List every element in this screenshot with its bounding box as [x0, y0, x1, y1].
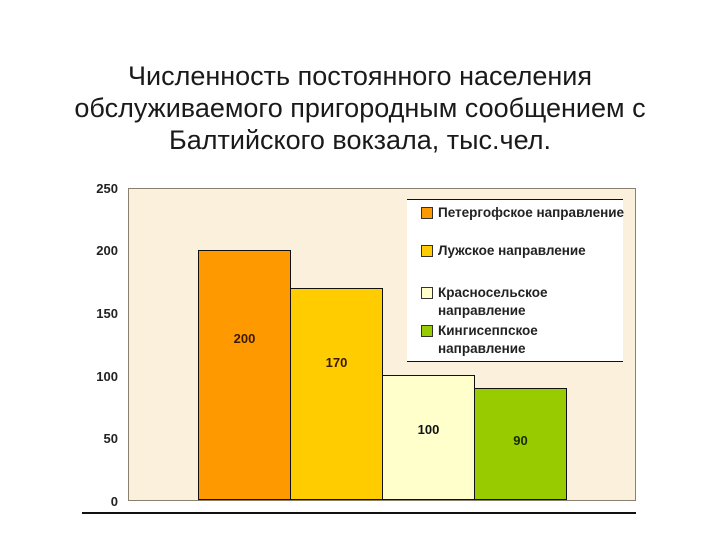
bar-label-luga: 170 [325, 355, 348, 370]
legend-item-luga: Лужское направление [421, 242, 628, 260]
y-tick-250: 250 [96, 181, 118, 196]
bottom-rule [82, 512, 636, 514]
legend-text-krasnoe-selo: Красносельское направление [438, 285, 548, 318]
bar-label-kingisepp: 90 [513, 433, 528, 448]
legend-item-krasnoe-selo: Красносельское направление [421, 284, 628, 320]
legend-text-kingisepp: Кингисеппское направление [438, 323, 538, 356]
legend-swatch-yellow-icon [421, 245, 433, 257]
legend-swatch-orange-icon [421, 207, 433, 219]
bar-luga: 170 [290, 288, 383, 500]
plot-area: 200 170 100 90 Петергофское направление … [128, 188, 636, 501]
bar-kingisepp: 90 [474, 388, 567, 500]
bar-petergof: 200 [198, 250, 291, 500]
y-tick-100: 100 [96, 369, 118, 384]
legend-swatch-green-icon [421, 325, 433, 337]
y-tick-0: 0 [110, 494, 118, 509]
bar-label-krasnoe-selo: 100 [417, 422, 440, 437]
chart-title-line-2: обслуживаемого пригородным сообщением с [74, 93, 646, 123]
legend-swatch-cream-icon [421, 287, 433, 299]
legend-item-petergof: Петергофское направление [421, 204, 628, 222]
chart-title-line-1: Численность постоянного населения [128, 61, 592, 91]
y-tick-200: 200 [96, 243, 118, 258]
legend-item-kingisepp: Кингисеппское направление [421, 322, 628, 358]
legend: Петергофское направление Лужское направл… [407, 199, 624, 362]
chart-title: Численность постоянного населения обслуж… [40, 60, 680, 156]
bar-label-petergof: 200 [233, 331, 256, 346]
legend-text-petergof: Петергофское направление [438, 205, 625, 220]
y-tick-50: 50 [103, 431, 118, 446]
chart-title-line-3: Балтийского вокзала, тыс.чел. [169, 125, 551, 155]
bar-krasnoe-selo: 100 [382, 375, 475, 500]
legend-text-luga: Лужское направление [438, 243, 586, 258]
y-tick-150: 150 [96, 306, 118, 321]
